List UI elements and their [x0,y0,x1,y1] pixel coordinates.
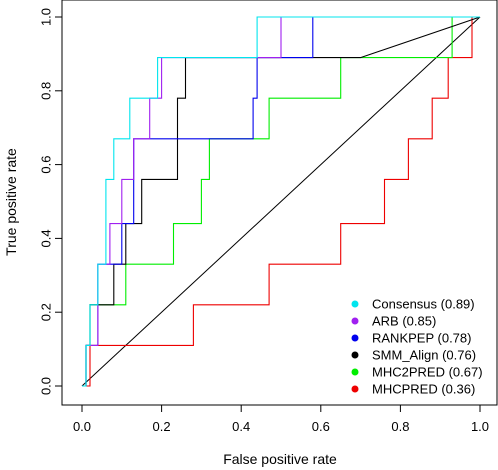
x-axis-title: False positive rate [223,451,337,467]
legend-label: MHCPRED (0.36) [372,382,475,397]
y-axis-title: True positive rate [3,148,19,256]
y-tick-label: 0.6 [39,156,54,174]
legend-marker [351,351,359,359]
y-tick-label: 0.8 [39,82,54,100]
legend-label: ARB (0.85) [372,314,436,329]
x-tick-label: 0.2 [153,419,171,434]
legend-marker [351,368,359,376]
x-tick-label: 1.0 [471,419,489,434]
y-tick-label: 0.4 [39,229,54,247]
legend-marker [351,334,359,342]
x-tick-label: 0.8 [391,419,409,434]
y-tick-label: 0.0 [39,377,54,395]
x-tick-label: 0.0 [73,419,91,434]
y-axis: 0.0 0.2 0.4 0.6 0.8 1.0 [39,8,63,395]
legend-label: SMM_Align (0.76) [372,348,476,363]
legend-label: Consensus (0.89) [372,297,475,312]
x-axis: 0.0 0.2 0.4 0.6 0.8 1.0 [73,404,489,434]
x-tick-label: 0.4 [232,419,250,434]
diagonal-reference-line [81,16,481,387]
legend-marker [351,385,359,393]
legend-label: MHC2PRED (0.67) [372,365,483,380]
legend-marker [351,300,359,308]
legend-label: RANKPEP (0.78) [372,331,471,346]
series-line-mhcpred [82,16,480,387]
legend: Consensus (0.89) ARB (0.85) RANKPEP (0.78)… [351,297,483,397]
y-tick-label: 0.2 [39,303,54,321]
series-line-consensus [82,16,480,387]
y-tick-label: 1.0 [39,8,54,26]
series-layer [82,16,481,387]
x-tick-label: 0.6 [312,419,330,434]
legend-marker [351,317,359,325]
